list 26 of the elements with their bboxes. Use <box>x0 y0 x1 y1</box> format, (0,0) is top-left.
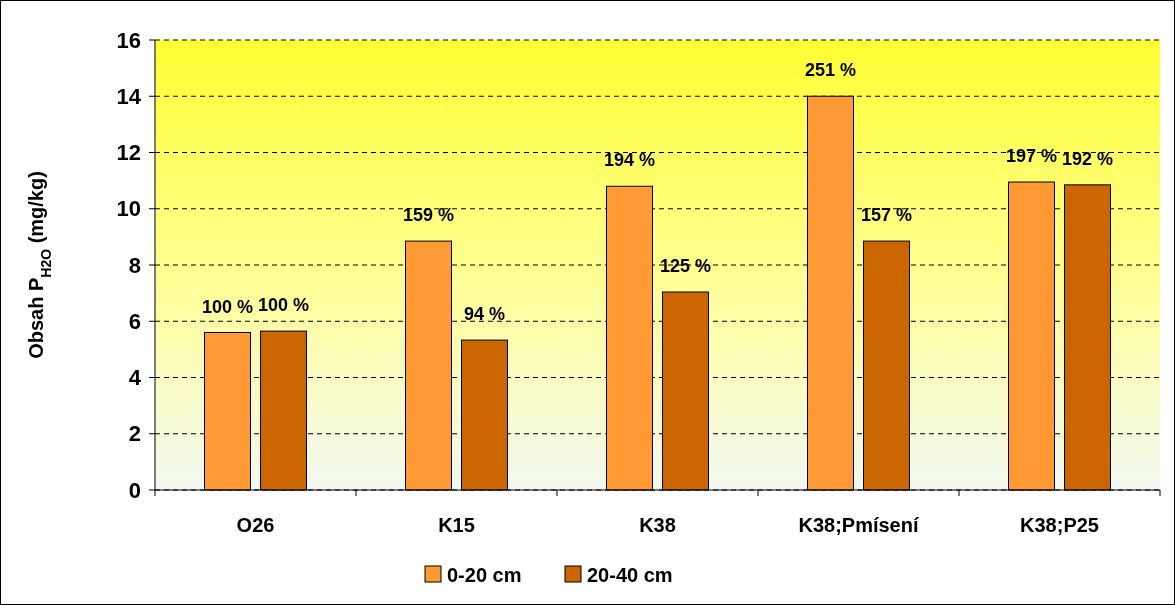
annotation: 194 % <box>603 150 656 171</box>
annotation: 100 % <box>201 296 254 317</box>
x-tick-label: K38 <box>639 514 676 536</box>
y-tick-label: 2 <box>128 421 141 447</box>
x-tick-label: O26 <box>236 514 275 536</box>
x-tick-label: K38;P25 <box>1020 514 1099 536</box>
legend-label: 0-20 cm <box>447 564 522 586</box>
annotation: 157 % <box>860 205 913 226</box>
y-tick-label: 14 <box>116 83 142 109</box>
annotation: 197 % <box>1005 146 1058 167</box>
y-tick-label: 8 <box>128 252 141 278</box>
y-tick-label: 0 <box>128 477 141 503</box>
y-tick-label: 10 <box>116 196 141 222</box>
x-tick-label: K38;Pmísení <box>798 514 920 536</box>
annotation: 125 % <box>659 256 712 276</box>
annotation: 159 % <box>402 205 455 226</box>
y-tick-label: 4 <box>128 365 142 391</box>
annotation: 192 % <box>1061 148 1114 169</box>
x-tick-label: K15 <box>438 514 475 536</box>
y-tick-label: 12 <box>116 140 141 166</box>
annotation: 251 % <box>804 60 857 81</box>
y-tick-label: 16 <box>116 27 141 53</box>
annotation: 100 % <box>257 295 310 316</box>
legend-label: 20-40 cm <box>587 564 673 586</box>
annotation: 94 % <box>463 304 506 325</box>
y-tick-label: 6 <box>128 308 141 334</box>
